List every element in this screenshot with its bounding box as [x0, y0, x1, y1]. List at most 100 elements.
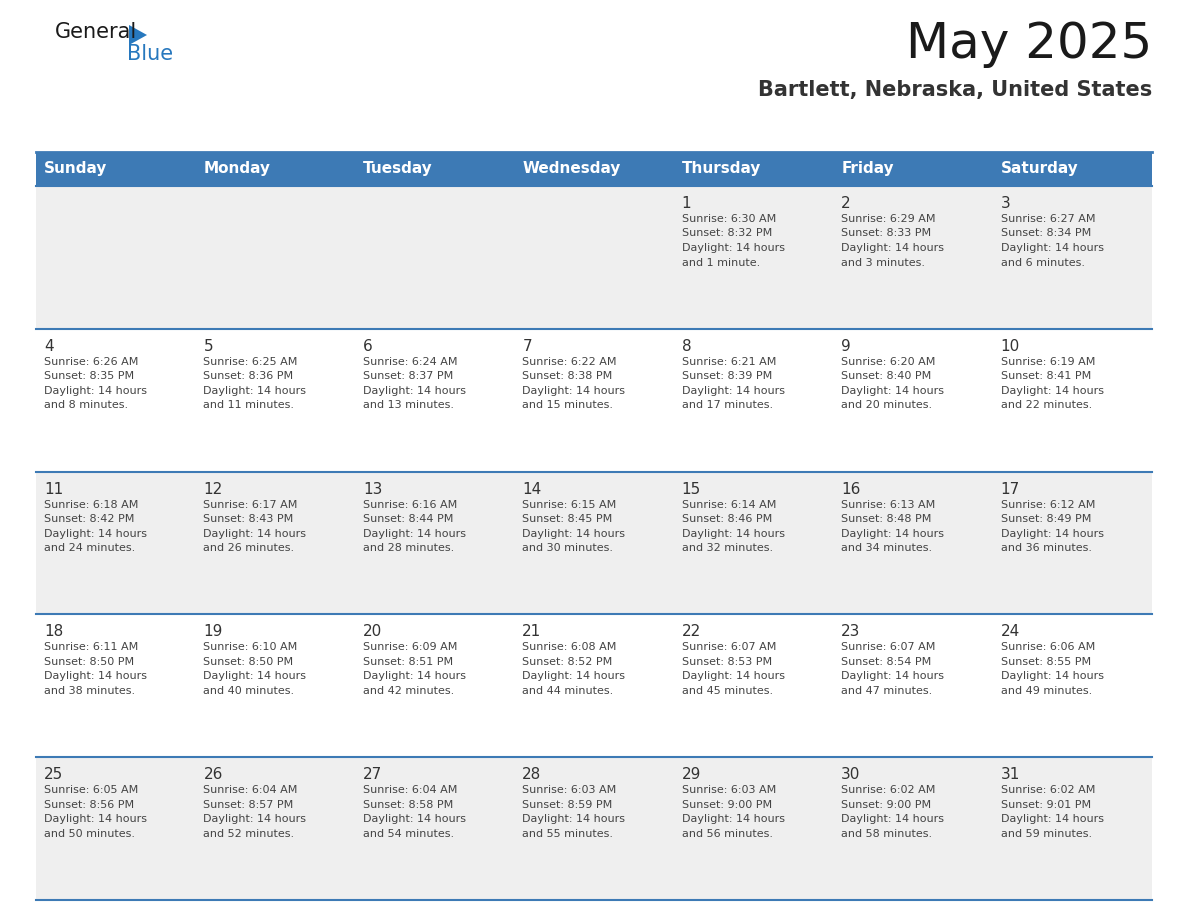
Text: and 1 minute.: and 1 minute. [682, 258, 760, 267]
Text: Sunrise: 6:02 AM: Sunrise: 6:02 AM [841, 785, 935, 795]
Text: Sunrise: 6:06 AM: Sunrise: 6:06 AM [1000, 643, 1095, 653]
Text: and 36 minutes.: and 36 minutes. [1000, 543, 1092, 554]
Text: and 56 minutes.: and 56 minutes. [682, 829, 772, 839]
Text: Sunset: 8:40 PM: Sunset: 8:40 PM [841, 371, 931, 381]
Text: Sunset: 8:38 PM: Sunset: 8:38 PM [523, 371, 613, 381]
Text: Sunset: 8:49 PM: Sunset: 8:49 PM [1000, 514, 1091, 524]
Text: 27: 27 [362, 767, 383, 782]
Text: Sunset: 8:55 PM: Sunset: 8:55 PM [1000, 657, 1091, 666]
Text: and 11 minutes.: and 11 minutes. [203, 400, 295, 410]
Text: 4: 4 [44, 339, 53, 353]
Text: Sunset: 8:59 PM: Sunset: 8:59 PM [523, 800, 613, 810]
Text: Daylight: 14 hours: Daylight: 14 hours [203, 814, 307, 824]
Text: Daylight: 14 hours: Daylight: 14 hours [523, 386, 625, 396]
Text: Friday: Friday [841, 162, 893, 176]
Text: Sunrise: 6:08 AM: Sunrise: 6:08 AM [523, 643, 617, 653]
Text: and 34 minutes.: and 34 minutes. [841, 543, 933, 554]
Text: Thursday: Thursday [682, 162, 762, 176]
Text: and 52 minutes.: and 52 minutes. [203, 829, 295, 839]
Text: 11: 11 [44, 482, 63, 497]
Text: May 2025: May 2025 [905, 20, 1152, 68]
Text: 24: 24 [1000, 624, 1019, 640]
Text: and 15 minutes.: and 15 minutes. [523, 400, 613, 410]
Text: and 3 minutes.: and 3 minutes. [841, 258, 925, 267]
Text: and 22 minutes.: and 22 minutes. [1000, 400, 1092, 410]
Text: and 17 minutes.: and 17 minutes. [682, 400, 773, 410]
Text: Sunrise: 6:21 AM: Sunrise: 6:21 AM [682, 357, 776, 367]
Text: Sunrise: 6:25 AM: Sunrise: 6:25 AM [203, 357, 298, 367]
Polygon shape [129, 25, 147, 45]
Text: Sunrise: 6:20 AM: Sunrise: 6:20 AM [841, 357, 935, 367]
Text: 7: 7 [523, 339, 532, 353]
Text: 3: 3 [1000, 196, 1010, 211]
Text: 20: 20 [362, 624, 383, 640]
Text: Sunrise: 6:16 AM: Sunrise: 6:16 AM [362, 499, 457, 509]
Text: Sunset: 8:36 PM: Sunset: 8:36 PM [203, 371, 293, 381]
Text: and 58 minutes.: and 58 minutes. [841, 829, 933, 839]
Text: 16: 16 [841, 482, 860, 497]
Text: and 42 minutes.: and 42 minutes. [362, 686, 454, 696]
Text: Daylight: 14 hours: Daylight: 14 hours [682, 814, 785, 824]
Text: and 40 minutes.: and 40 minutes. [203, 686, 295, 696]
Text: and 49 minutes.: and 49 minutes. [1000, 686, 1092, 696]
Text: Sunrise: 6:11 AM: Sunrise: 6:11 AM [44, 643, 138, 653]
Text: Sunset: 8:32 PM: Sunset: 8:32 PM [682, 229, 772, 239]
Text: Sunset: 8:46 PM: Sunset: 8:46 PM [682, 514, 772, 524]
Text: Sunrise: 6:10 AM: Sunrise: 6:10 AM [203, 643, 298, 653]
Text: Daylight: 14 hours: Daylight: 14 hours [682, 529, 785, 539]
Text: Sunrise: 6:29 AM: Sunrise: 6:29 AM [841, 214, 936, 224]
Text: Sunrise: 6:14 AM: Sunrise: 6:14 AM [682, 499, 776, 509]
Text: 28: 28 [523, 767, 542, 782]
Text: 15: 15 [682, 482, 701, 497]
Text: Daylight: 14 hours: Daylight: 14 hours [362, 386, 466, 396]
Text: Blue: Blue [127, 44, 173, 64]
Text: Sunrise: 6:04 AM: Sunrise: 6:04 AM [362, 785, 457, 795]
Text: Wednesday: Wednesday [523, 162, 620, 176]
Text: and 13 minutes.: and 13 minutes. [362, 400, 454, 410]
Text: Sunrise: 6:13 AM: Sunrise: 6:13 AM [841, 499, 935, 509]
Text: Daylight: 14 hours: Daylight: 14 hours [841, 386, 944, 396]
Text: and 30 minutes.: and 30 minutes. [523, 543, 613, 554]
Text: Sunrise: 6:24 AM: Sunrise: 6:24 AM [362, 357, 457, 367]
Text: Daylight: 14 hours: Daylight: 14 hours [362, 529, 466, 539]
Text: Daylight: 14 hours: Daylight: 14 hours [523, 671, 625, 681]
Text: and 38 minutes.: and 38 minutes. [44, 686, 135, 696]
Text: 2: 2 [841, 196, 851, 211]
Text: Sunrise: 6:30 AM: Sunrise: 6:30 AM [682, 214, 776, 224]
Text: Sunrise: 6:02 AM: Sunrise: 6:02 AM [1000, 785, 1095, 795]
Text: Sunrise: 6:15 AM: Sunrise: 6:15 AM [523, 499, 617, 509]
Text: Sunset: 8:50 PM: Sunset: 8:50 PM [44, 657, 134, 666]
Text: Sunset: 8:41 PM: Sunset: 8:41 PM [1000, 371, 1091, 381]
Text: Sunset: 8:35 PM: Sunset: 8:35 PM [44, 371, 134, 381]
Text: Sunset: 8:39 PM: Sunset: 8:39 PM [682, 371, 772, 381]
Text: and 54 minutes.: and 54 minutes. [362, 829, 454, 839]
Bar [36, 152, 1152, 186]
Text: Sunset: 8:44 PM: Sunset: 8:44 PM [362, 514, 454, 524]
Text: Daylight: 14 hours: Daylight: 14 hours [841, 243, 944, 253]
Bar [36, 614, 1152, 757]
Text: Daylight: 14 hours: Daylight: 14 hours [203, 671, 307, 681]
Text: 23: 23 [841, 624, 860, 640]
Text: Sunrise: 6:07 AM: Sunrise: 6:07 AM [841, 643, 935, 653]
Text: 12: 12 [203, 482, 222, 497]
Text: 1: 1 [682, 196, 691, 211]
Text: Daylight: 14 hours: Daylight: 14 hours [841, 814, 944, 824]
Text: Sunrise: 6:22 AM: Sunrise: 6:22 AM [523, 357, 617, 367]
Text: Sunrise: 6:12 AM: Sunrise: 6:12 AM [1000, 499, 1095, 509]
Text: Daylight: 14 hours: Daylight: 14 hours [523, 529, 625, 539]
Text: Daylight: 14 hours: Daylight: 14 hours [682, 243, 785, 253]
Text: Sunset: 8:33 PM: Sunset: 8:33 PM [841, 229, 931, 239]
Text: and 50 minutes.: and 50 minutes. [44, 829, 135, 839]
Text: 19: 19 [203, 624, 223, 640]
Text: 6: 6 [362, 339, 373, 353]
Text: Sunrise: 6:26 AM: Sunrise: 6:26 AM [44, 357, 138, 367]
Text: Sunset: 8:42 PM: Sunset: 8:42 PM [44, 514, 134, 524]
Text: 9: 9 [841, 339, 851, 353]
Text: Daylight: 14 hours: Daylight: 14 hours [1000, 386, 1104, 396]
Text: 31: 31 [1000, 767, 1020, 782]
Text: Tuesday: Tuesday [362, 162, 432, 176]
Text: and 59 minutes.: and 59 minutes. [1000, 829, 1092, 839]
Text: Sunrise: 6:03 AM: Sunrise: 6:03 AM [523, 785, 617, 795]
Text: Daylight: 14 hours: Daylight: 14 hours [44, 529, 147, 539]
Text: 13: 13 [362, 482, 383, 497]
